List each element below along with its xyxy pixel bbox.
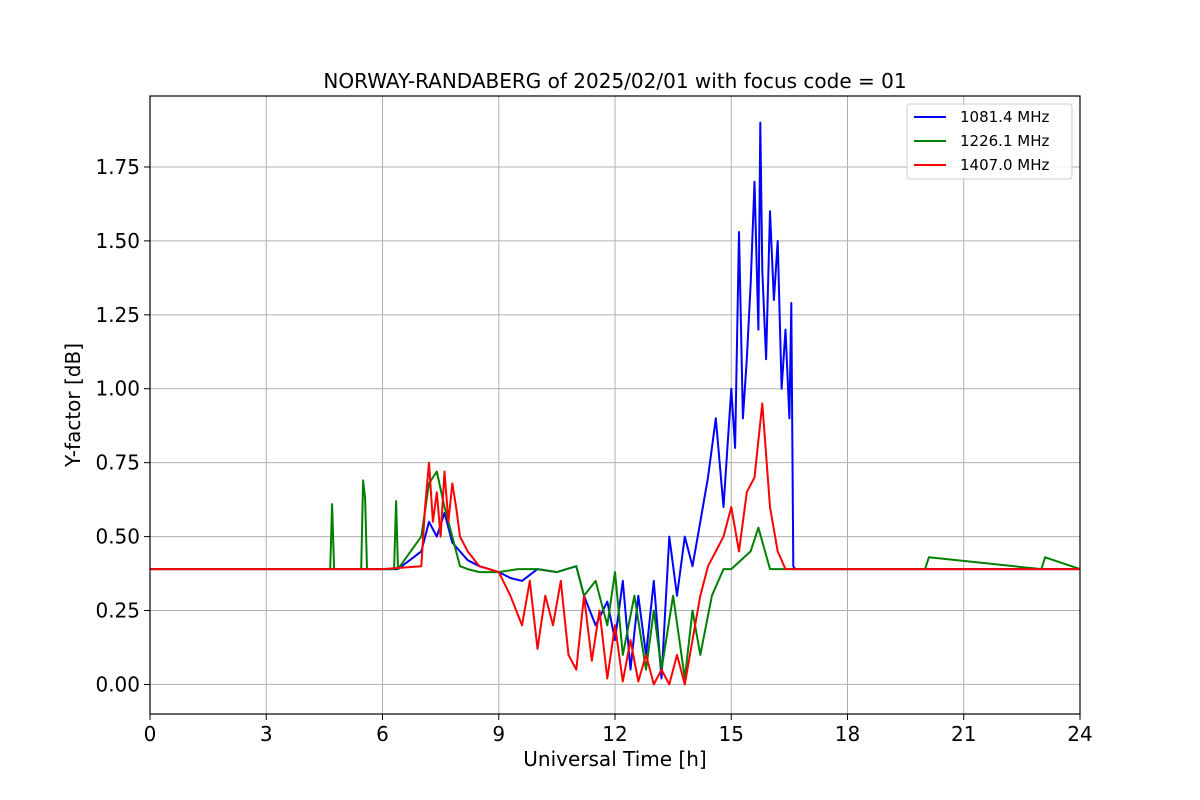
x-tick-label: 0: [144, 722, 157, 746]
x-tick-label: 18: [835, 722, 860, 746]
x-tick-label: 9: [492, 722, 505, 746]
y-tick-label: 1.75: [95, 155, 140, 179]
x-tick-label: 15: [719, 722, 744, 746]
y-tick-label: 0.50: [95, 525, 140, 549]
x-axis-label: Universal Time [h]: [523, 747, 706, 771]
legend-label-1407: 1407.0 MHz: [960, 156, 1049, 174]
x-tick-label: 21: [951, 722, 976, 746]
y-axis-label: Y-factor [dB]: [61, 343, 85, 468]
chart-title: NORWAY-RANDABERG of 2025/02/01 with focu…: [323, 69, 906, 93]
x-tick-label: 12: [602, 722, 627, 746]
x-axis-ticks: 0 3 6 9 12 15 18 21 24: [144, 714, 1093, 746]
x-tick-label: 24: [1067, 722, 1092, 746]
series-line-1226-1-mhz: [150, 470, 1081, 680]
x-tick-label: 3: [260, 722, 273, 746]
y-tick-label: 1.00: [95, 377, 140, 401]
legend-box: [906, 103, 1073, 180]
legend-label-1226: 1226.1 MHz: [960, 132, 1049, 150]
y-tick-label: 0.75: [95, 451, 140, 475]
x-tick-label: 6: [376, 722, 389, 746]
y-tick-label: 1.50: [95, 229, 140, 253]
legend: 1081.4 MHz 1226.1 MHz 1407.0 MHz: [906, 103, 1073, 180]
y-tick-label: 0.00: [95, 672, 140, 696]
plot-series: [150, 121, 1081, 686]
legend-label-1081: 1081.4 MHz: [960, 108, 1049, 126]
y-tick-label: 0.25: [95, 599, 140, 623]
y-tick-label: 1.25: [95, 303, 140, 327]
series-line-1407-0-mhz: [150, 402, 1080, 686]
y-axis-ticks: 0.00 0.25 0.50 0.75 1.00 1.25 1.50 1.75: [95, 155, 150, 696]
